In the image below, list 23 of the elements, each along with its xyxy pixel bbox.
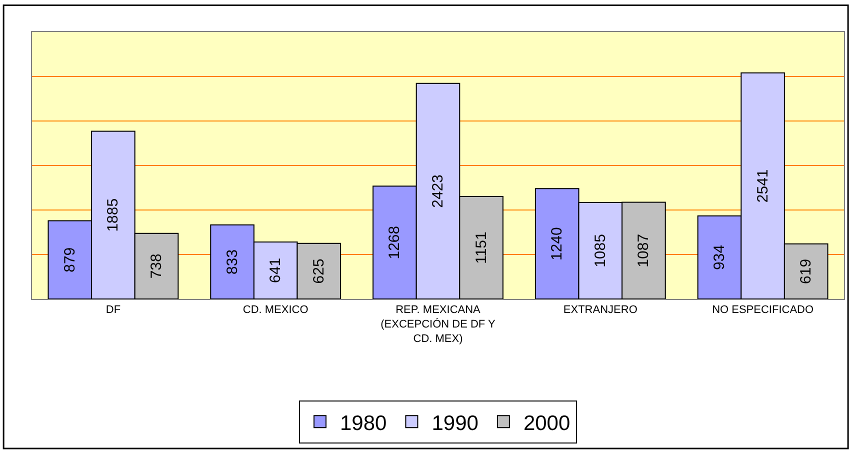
data-label: 1151 [472,232,490,264]
data-label: 1885 [104,198,122,232]
x-tick-label: NO ESPECIFICADO [712,304,814,316]
data-label: 2541 [754,169,772,203]
x-tick-label: CD. MEXICO [242,304,309,316]
data-label: 879 [61,247,78,272]
x-tick-label: REP. MEXICANA (EXCEPCIÓN DE DF Y CD. MEX) [380,304,496,345]
data-label: 934 [710,244,728,270]
data-label: 2423 [430,174,446,208]
legend-label: 1980 [340,412,387,435]
data-label: 833 [224,249,241,274]
data-label: 641 [267,258,284,283]
data-label: 625 [310,258,328,284]
data-label: 738 [148,254,166,279]
data-label: 1268 [386,226,404,260]
data-label: 1087 [635,234,652,268]
x-tick-label: EXTRANJERO [563,304,638,316]
x-tick-label: DF [106,304,121,316]
legend-label: 1990 [432,412,478,435]
data-label: 619 [798,258,815,284]
data-label: 1240 [548,227,566,261]
data-label: 1085 [592,234,609,268]
legend-label: 2000 [523,412,570,435]
